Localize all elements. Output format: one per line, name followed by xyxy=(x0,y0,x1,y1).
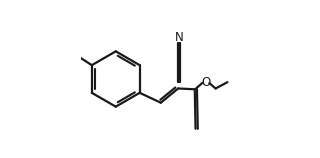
Text: O: O xyxy=(201,76,211,89)
Text: N: N xyxy=(175,31,183,44)
